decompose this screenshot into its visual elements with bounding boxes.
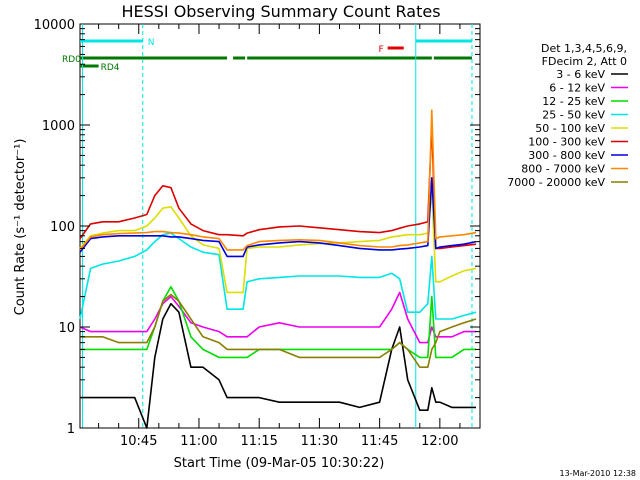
- series-line-3: [79, 232, 477, 320]
- series-line-1: [79, 291, 476, 344]
- legend-label: 800 - 7000 keV: [521, 163, 605, 176]
- legend-label: 50 - 100 keV: [535, 122, 605, 135]
- flag-label-rd0: RD0: [62, 55, 81, 65]
- series-line-2: [80, 285, 476, 359]
- legend-header: FDecim 2, Att 0: [542, 55, 627, 68]
- x-axis-label: Start Time (09-Mar-05 10:30:22): [174, 456, 385, 471]
- x-tick-label: 11:45: [361, 434, 398, 449]
- chart-title: HESSI Observing Summary Count Rates: [121, 2, 440, 21]
- x-tick-label: 11:30: [301, 434, 338, 449]
- legend-label: 25 - 50 keV: [542, 109, 605, 122]
- series-line-8: [80, 293, 477, 369]
- y-tick-label: 100: [50, 220, 75, 235]
- series-line-0: [80, 302, 476, 429]
- series-line-6: [79, 177, 477, 258]
- status-flags: N F RD0 RD4: [62, 38, 472, 73]
- y-axis-ticks: 1 10 100 1000 10000: [34, 18, 480, 437]
- footer-date: 13-Mar-2010 12:38: [560, 469, 637, 478]
- y-tick-label: 10000: [34, 18, 75, 33]
- legend-label: 6 - 12 keV: [549, 82, 605, 95]
- flag-label-f: F: [378, 45, 383, 55]
- attenuator-lines: [82, 24, 473, 428]
- legend-label: 100 - 300 keV: [528, 136, 605, 149]
- series-lines: [79, 109, 477, 429]
- x-axis-ticks: 10:45 11:00 11:15 11:30 11:45 12:00: [98, 24, 481, 449]
- y-tick-label: 10: [58, 321, 75, 336]
- x-tick-label: 11:00: [180, 434, 217, 449]
- legend-label: 3 - 6 keV: [556, 68, 605, 81]
- legend-label: 12 - 25 keV: [542, 95, 605, 108]
- legend-label: 300 - 800 keV: [528, 149, 605, 162]
- x-tick-label: 10:45: [120, 434, 157, 449]
- legend: Det 1,3,4,5,6,9,FDecim 2, Att 03 - 6 keV…: [507, 42, 628, 189]
- series-line-7: [79, 109, 477, 251]
- y-axis-label: Count Rate (s⁻¹ detector⁻¹): [13, 139, 28, 316]
- series-line-5: [79, 124, 477, 250]
- x-tick-label: 11:15: [240, 434, 277, 449]
- flag-label-rd4: RD4: [101, 63, 120, 73]
- flag-label-n: N: [148, 38, 155, 48]
- x-tick-label: 12:00: [421, 434, 458, 449]
- y-tick-label: 1: [67, 422, 75, 437]
- legend-label: 7000 - 20000 keV: [507, 176, 605, 189]
- y-tick-label: 1000: [42, 119, 75, 134]
- legend-header: Det 1,3,4,5,6,9,: [541, 42, 627, 55]
